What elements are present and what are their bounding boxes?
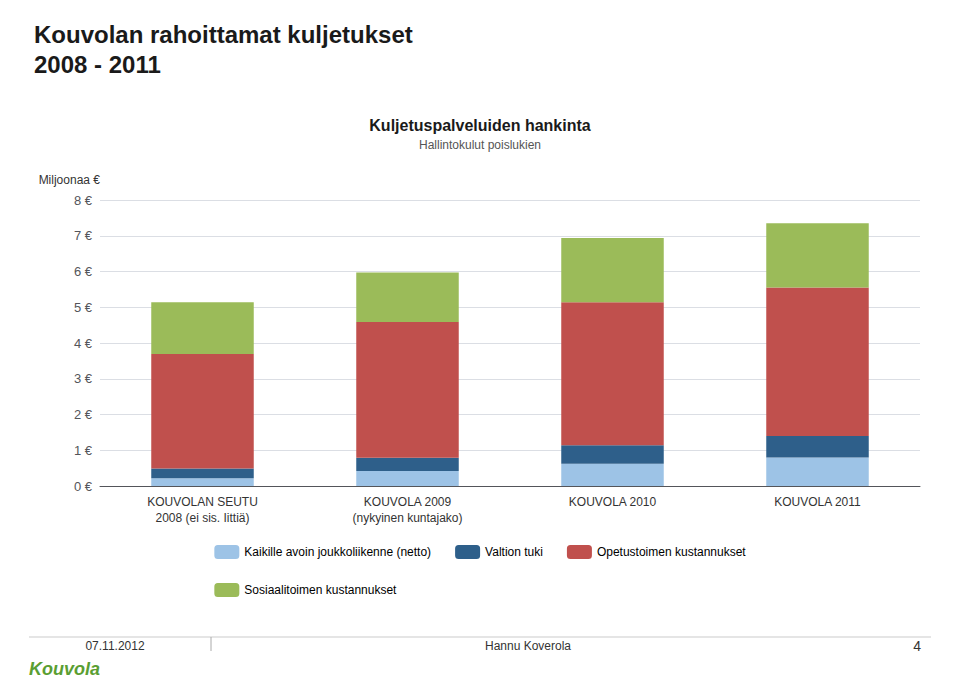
svg-text:7 €: 7 €: [74, 228, 93, 243]
svg-text:Hallintokulut poislukien: Hallintokulut poislukien: [419, 138, 541, 152]
svg-text:Kouvolan rahoittamat kuljetuks: Kouvolan rahoittamat kuljetukset: [34, 21, 413, 48]
svg-text:Miljoonaa €: Miljoonaa €: [39, 173, 101, 187]
svg-text:1 €: 1 €: [74, 443, 93, 458]
svg-text:2008 (ei sis. Iittiä): 2008 (ei sis. Iittiä): [155, 511, 249, 525]
svg-text:KOUVOLA 2010: KOUVOLA 2010: [569, 495, 657, 509]
svg-text:0 €: 0 €: [74, 479, 93, 494]
svg-text:Kouvola: Kouvola: [29, 659, 100, 679]
svg-text:6 €: 6 €: [74, 264, 93, 279]
svg-text:Kuljetuspalveluiden hankinta: Kuljetuspalveluiden hankinta: [369, 117, 590, 134]
svg-text:Opetustoimen kustannukset: Opetustoimen kustannukset: [597, 545, 746, 559]
svg-text:4: 4: [913, 638, 921, 654]
svg-text:8 €: 8 €: [74, 193, 93, 208]
svg-text:4 €: 4 €: [74, 336, 93, 351]
svg-text:07.11.2012: 07.11.2012: [85, 639, 144, 653]
svg-text:3 €: 3 €: [74, 371, 93, 386]
svg-text:2008 - 2011: 2008 - 2011: [34, 51, 161, 78]
svg-text:Valtion tuki: Valtion tuki: [485, 545, 543, 559]
svg-text:KOUVOLA 2009: KOUVOLA 2009: [364, 495, 452, 509]
svg-text:Kaikille avoin joukkoliikenne: Kaikille avoin joukkoliikenne (netto): [244, 545, 431, 559]
svg-text:2 €: 2 €: [74, 407, 93, 422]
svg-text:Sosiaalitoimen kustannukset: Sosiaalitoimen kustannukset: [244, 583, 397, 597]
svg-text:Hannu Koverola: Hannu Koverola: [485, 639, 571, 653]
svg-text:KOUVOLA 2011: KOUVOLA 2011: [774, 495, 861, 509]
svg-text:5 €: 5 €: [74, 300, 93, 315]
svg-text:(nykyinen kuntajako): (nykyinen kuntajako): [352, 511, 462, 525]
svg-text:KOUVOLAN SEUTU: KOUVOLAN SEUTU: [147, 495, 258, 509]
